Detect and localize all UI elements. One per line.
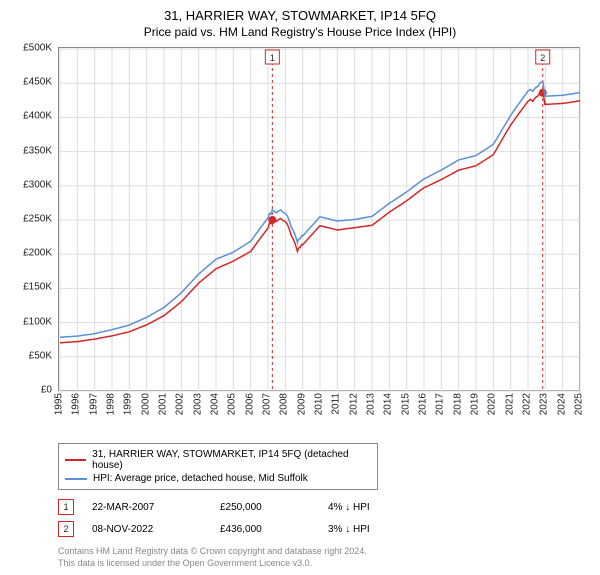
x-tick-label: 2001: [158, 393, 169, 415]
y-tick-label: £300K: [23, 179, 52, 190]
svg-text:1: 1: [270, 53, 275, 63]
x-tick-label: 2000: [140, 393, 151, 415]
marker-row: 2 08-NOV-2022 £436,000 3% ↓ HPI: [58, 518, 558, 540]
legend-label: HPI: Average price, detached house, Mid …: [93, 473, 308, 484]
x-tick-label: 2021: [504, 393, 515, 415]
legend-item: 31, HARRIER WAY, STOWMARKET, IP14 5FQ (d…: [65, 448, 371, 472]
marker-delta: 4% ↓ HPI: [328, 502, 370, 513]
x-tick-label: 2006: [244, 393, 255, 415]
marker-table: 1 22-MAR-2007 £250,000 4% ↓ HPI 2 08-NOV-2022…: [58, 496, 558, 540]
x-tick-label: 2015: [400, 393, 411, 415]
y-tick-label: £250K: [23, 214, 52, 225]
x-tick-label: 2019: [470, 393, 481, 415]
x-tick-label: 2011: [331, 393, 342, 415]
marker-price: £436,000: [220, 524, 310, 535]
x-tick-label: 2004: [210, 393, 221, 415]
x-tick-label: 2025: [574, 393, 585, 415]
y-tick-label: £150K: [23, 282, 52, 293]
x-tick-label: 1998: [106, 393, 117, 415]
x-tick-label: 2008: [279, 393, 290, 415]
footer-line-1: Contains HM Land Registry data © Crown c…: [58, 546, 578, 558]
x-tick-label: 1995: [54, 393, 65, 415]
marker-delta: 3% ↓ HPI: [328, 524, 370, 535]
y-tick-label: £400K: [23, 111, 52, 122]
legend-box: 31, HARRIER WAY, STOWMARKET, IP14 5FQ (d…: [58, 443, 378, 490]
x-tick-label: 1996: [71, 393, 82, 415]
x-tick-label: 2024: [556, 393, 567, 415]
x-tick-label: 1997: [88, 393, 99, 415]
x-tick-label: 2013: [366, 393, 377, 415]
chart-title: 31, HARRIER WAY, STOWMARKET, IP14 5FQ: [10, 8, 590, 23]
x-tick-label: 2010: [314, 393, 325, 415]
x-tick-label: 2020: [487, 393, 498, 415]
y-tick-label: £350K: [23, 145, 52, 156]
marker-badge: 2: [58, 521, 74, 537]
x-axis-labels: 1995199619971998199920002001200220032004…: [58, 393, 580, 435]
x-tick-label: 2014: [383, 393, 394, 415]
y-tick-label: £200K: [23, 248, 52, 259]
marker-date: 22-MAR-2007: [92, 502, 202, 513]
attribution-footer: Contains HM Land Registry data © Crown c…: [58, 546, 578, 569]
plot-region: £0 £50K £100K £150K £200K £250K £300K £350K £400…: [10, 47, 590, 437]
marker-row: 1 22-MAR-2007 £250,000 4% ↓ HPI: [58, 496, 558, 518]
plot-svg: 12: [59, 48, 581, 392]
y-tick-label: £450K: [23, 77, 52, 88]
x-tick-label: 2022: [522, 393, 533, 415]
x-tick-label: 2002: [175, 393, 186, 415]
footer-line-2: This data is licensed under the Open Gov…: [58, 558, 578, 570]
x-tick-label: 2018: [452, 393, 463, 415]
x-tick-label: 2016: [418, 393, 429, 415]
y-tick-label: £100K: [23, 316, 52, 327]
legend-swatch: [65, 478, 87, 480]
legend-swatch: [65, 459, 86, 461]
x-tick-label: 2003: [192, 393, 203, 415]
chart-container: 31, HARRIER WAY, STOWMARKET, IP14 5FQ Pr…: [0, 0, 600, 575]
y-tick-label: £500K: [23, 43, 52, 54]
legend-item: HPI: Average price, detached house, Mid …: [65, 472, 371, 485]
marker-date: 08-NOV-2022: [92, 524, 202, 535]
y-tick-label: £0: [41, 385, 52, 396]
y-tick-label: £50K: [29, 350, 52, 361]
y-axis-labels: £0£50K£100K£150K£200K£250K£300K£350K£400…: [10, 47, 56, 391]
x-tick-label: 2017: [435, 393, 446, 415]
marker-price: £250,000: [220, 502, 310, 513]
x-tick-label: 2023: [539, 393, 550, 415]
x-tick-label: 2012: [348, 393, 359, 415]
x-tick-label: 1999: [123, 393, 134, 415]
legend-label: 31, HARRIER WAY, STOWMARKET, IP14 5FQ (d…: [92, 449, 371, 471]
marker-badge: 1: [58, 499, 74, 515]
x-tick-label: 2007: [262, 393, 273, 415]
x-tick-label: 2009: [296, 393, 307, 415]
x-tick-label: 2005: [227, 393, 238, 415]
svg-text:2: 2: [540, 53, 545, 63]
chart-subtitle: Price paid vs. HM Land Registry's House …: [10, 25, 590, 39]
plot-area: 12: [58, 47, 580, 391]
